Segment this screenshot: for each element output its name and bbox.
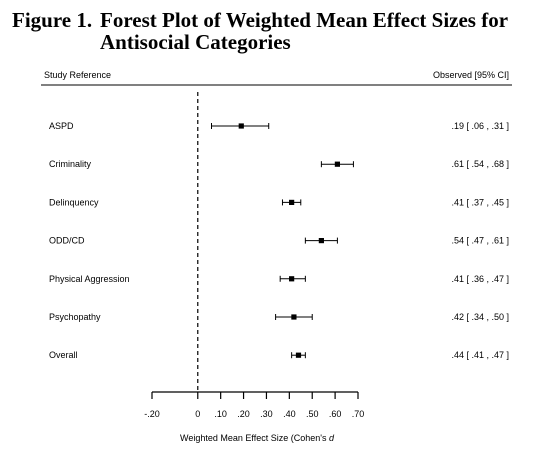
x-tick-label: .50 (306, 409, 319, 419)
x-tick-label: -.20 (144, 409, 160, 419)
row-observed-ci: .42 [ .34 , .50 ] (451, 312, 509, 322)
forest-row: Delinquency .41 [ .37 , .45 ] (49, 197, 509, 207)
x-tick-label: .60 (329, 409, 342, 419)
x-axis-label: Weighted Mean Effect Size (Cohen's d (180, 433, 335, 443)
header-study-reference: Study Reference (44, 70, 111, 80)
row-label: ASPD (49, 121, 74, 131)
forest-row: Overall .44 [ .41 , .47 ] (49, 350, 509, 360)
point-estimate (318, 238, 324, 244)
row-label: Overall (49, 350, 78, 360)
point-estimate (238, 123, 244, 129)
point-estimate (289, 276, 295, 282)
row-label: Physical Aggression (49, 274, 130, 284)
row-label: Criminality (49, 159, 92, 169)
figure-title-text: Forest Plot of Weighted Mean Effect Size… (100, 8, 508, 54)
row-observed-ci: .54 [ .47 , .61 ] (451, 236, 509, 246)
x-tick-label: .10 (214, 409, 227, 419)
row-label: ODD/CD (49, 236, 85, 246)
point-estimate (334, 161, 340, 167)
row-observed-ci: .44 [ .41 , .47 ] (451, 350, 509, 360)
point-estimate (289, 199, 295, 205)
figure-label: Figure 1. (12, 8, 93, 32)
forest-row: ASPD .19 [ .06 , .31 ] (49, 121, 509, 131)
header-observed-ci: Observed [95% CI] (433, 70, 509, 80)
point-estimate (295, 352, 302, 358)
forest-row: ODD/CD .54 [ .47 , .61 ] (49, 236, 509, 246)
point-estimate (291, 314, 297, 320)
row-label: Delinquency (49, 197, 99, 207)
forest-row: Physical Aggression .41 [ .36 , .47 ] (49, 274, 509, 284)
x-tick-label: .30 (260, 409, 273, 419)
x-tick-label: .20 (237, 409, 250, 419)
x-tick-label: 0 (195, 409, 200, 419)
row-observed-ci: .41 [ .36 , .47 ] (451, 274, 509, 284)
forest-row: Criminality .61 [ .54 , .68 ] (49, 159, 509, 169)
figure-title: Figure 1. Forest Plot of Weighted Mean Ef… (12, 9, 542, 53)
row-observed-ci: .41 [ .37 , .45 ] (451, 197, 509, 207)
x-tick-label: .40 (283, 409, 296, 419)
forest-row: Psychopathy .42 [ .34 , .50 ] (49, 312, 509, 322)
row-label: Psychopathy (49, 312, 101, 322)
x-tick-label: .70 (352, 409, 365, 419)
row-observed-ci: .61 [ .54 , .68 ] (451, 159, 509, 169)
row-observed-ci: .19 [ .06 , .31 ] (451, 121, 509, 131)
